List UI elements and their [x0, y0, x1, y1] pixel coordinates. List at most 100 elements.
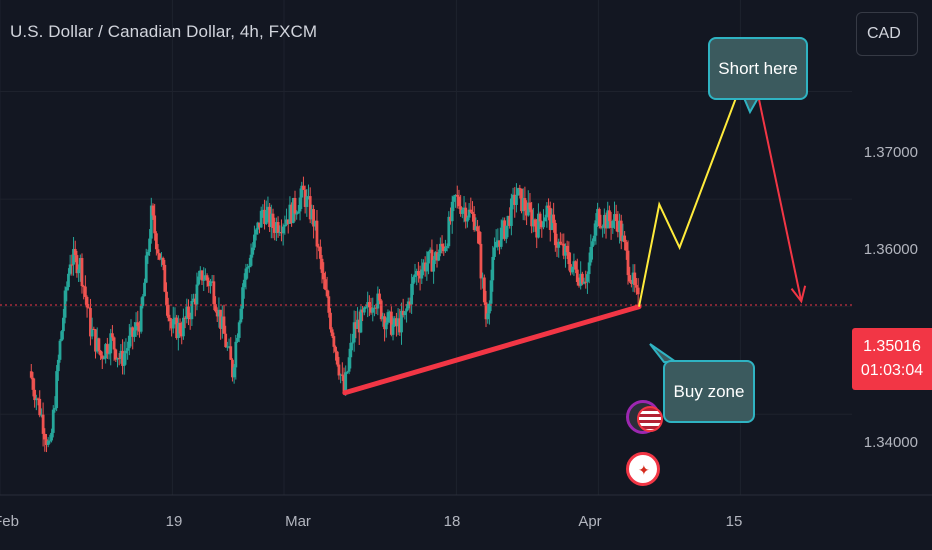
candle-body — [418, 275, 422, 279]
candle-body — [29, 371, 33, 378]
candle-body — [327, 296, 331, 313]
candle-body — [176, 322, 180, 339]
candle-body — [70, 264, 74, 266]
candle-body — [542, 221, 545, 228]
candle-body — [493, 247, 496, 257]
candle-body — [43, 433, 47, 440]
candle-body — [362, 307, 366, 313]
candle-body — [34, 398, 38, 401]
candle-body — [68, 264, 72, 274]
candle-body — [477, 231, 481, 244]
candle-body — [557, 241, 561, 248]
candle-body — [538, 213, 542, 222]
candle-body — [389, 311, 393, 335]
candle-body — [188, 317, 192, 320]
candle-body — [193, 298, 197, 305]
candle-body — [92, 328, 96, 330]
candle-body — [393, 318, 397, 325]
candle-body — [143, 282, 146, 297]
candle-body — [215, 311, 219, 317]
candle-body — [599, 226, 603, 228]
candle-body — [562, 243, 566, 256]
candle-body — [457, 196, 461, 207]
candle-body — [249, 254, 253, 266]
candle-body — [481, 277, 485, 279]
candle-body — [518, 188, 522, 190]
candle-body — [173, 317, 177, 320]
candle-body — [171, 319, 175, 329]
candle-body — [601, 227, 605, 229]
candle-body — [132, 330, 136, 337]
candle-body — [427, 251, 430, 264]
candle-body — [423, 262, 427, 272]
us-flag-event-icon[interactable] — [626, 400, 663, 434]
candle-body — [183, 317, 187, 320]
candle-body — [53, 408, 57, 410]
candle-body — [317, 246, 321, 248]
candle-body — [268, 206, 272, 228]
buy-zone-callout[interactable]: Buy zone — [663, 360, 755, 423]
candle-body — [567, 252, 571, 265]
candle-body — [131, 327, 135, 337]
candle-body — [589, 246, 593, 263]
candle-body — [290, 204, 294, 224]
x-tick-label: Apr — [578, 513, 602, 530]
candle-body — [383, 316, 386, 330]
candle-body — [288, 204, 292, 224]
candle-body — [148, 238, 152, 252]
candle-body — [36, 398, 40, 400]
candle-body — [170, 321, 173, 329]
candle-body — [300, 185, 304, 198]
ca-flag-event-icon[interactable]: ✦ — [626, 452, 660, 486]
candle-body — [291, 198, 295, 224]
candle-body — [200, 270, 204, 281]
candle-body — [445, 246, 449, 248]
candle-body — [156, 249, 160, 254]
candle-body — [618, 220, 621, 233]
candle-body — [83, 286, 87, 297]
candle-body — [526, 202, 530, 216]
candle-body — [449, 216, 452, 222]
candle-body — [182, 317, 185, 337]
candle-body — [594, 220, 598, 236]
candle-body — [144, 255, 148, 283]
candle-body — [160, 257, 163, 260]
candle-body — [450, 201, 454, 222]
candle-body — [437, 253, 441, 261]
candle-body — [508, 215, 512, 226]
candle-body — [247, 265, 251, 268]
candle-body — [432, 259, 436, 272]
candle-body — [335, 351, 339, 365]
short-here-callout[interactable]: Short here — [708, 37, 808, 100]
x-tick-label: 19 — [165, 513, 183, 530]
last-price: 1.35016 — [863, 338, 921, 355]
candle-body — [548, 207, 552, 230]
candle-body — [141, 296, 145, 306]
candle-body — [433, 252, 437, 260]
candle-body — [438, 243, 442, 254]
candle-body — [175, 317, 179, 339]
candle-body — [72, 248, 75, 265]
candle-body — [313, 220, 317, 227]
candle-body — [166, 304, 170, 318]
candle-body — [491, 256, 495, 281]
candle-body — [413, 274, 417, 278]
candle-body — [55, 371, 59, 409]
y-tick-label: 1.34000 — [863, 434, 918, 451]
candle-body — [345, 371, 349, 373]
candle-body — [45, 439, 48, 445]
candle-body — [626, 250, 630, 276]
candle-body — [455, 194, 459, 197]
candle-body — [124, 350, 128, 354]
candle-body — [87, 307, 91, 309]
candle-body — [533, 219, 537, 227]
candle-body — [403, 311, 407, 316]
candle-body — [530, 209, 534, 227]
candle-body — [251, 247, 255, 255]
candle-body — [425, 263, 429, 272]
currency-button[interactable]: CAD — [856, 12, 918, 56]
candle-body — [136, 322, 140, 326]
candle-body — [94, 329, 97, 352]
candle-body — [471, 211, 474, 214]
